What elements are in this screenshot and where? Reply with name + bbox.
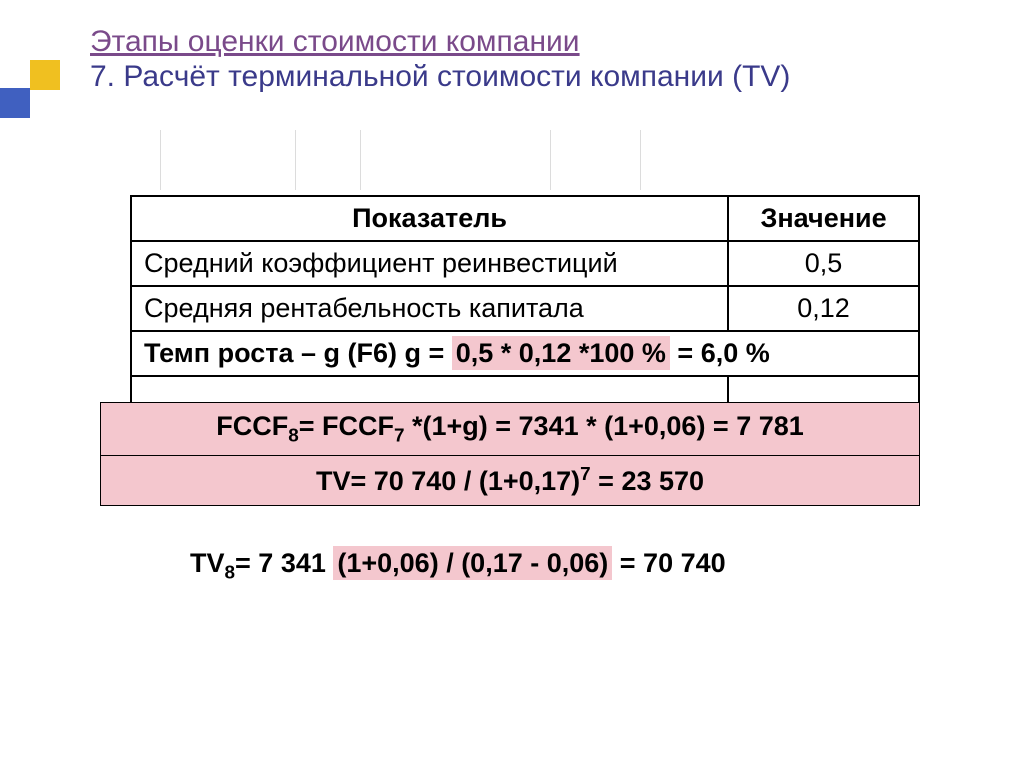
slide-decoration <box>0 60 60 120</box>
row-label: Средний коэффициент реинвестиций <box>131 241 728 286</box>
header-indicator: Показатель <box>131 196 728 241</box>
title-line1: Этапы оценки стоимости компании <box>90 25 580 58</box>
tv-bottom-suffix: = 70 740 <box>612 548 725 578</box>
row-value: 0,5 <box>728 241 919 286</box>
dec-square-blue <box>0 88 30 118</box>
title-rest: 7. Расчёт терминальной стоимости компани… <box>90 60 790 93</box>
row-value: 0,12 <box>728 286 919 331</box>
header-value: Значение <box>728 196 919 241</box>
tv-discount-formula-box: TV= 70 740 / (1+0,17)7 = 23 570 <box>100 455 920 506</box>
table-header-row: Показатель Значение <box>131 196 919 241</box>
growth-cell: Темп роста – g (F6) g = 0,5 * 0,12 *100 … <box>131 331 919 376</box>
dec-square-yellow <box>30 60 60 90</box>
tv-bottom-formula: TV8= 7 341 (1+0,06) / (0,17 - 0,06) = 70… <box>190 548 726 584</box>
growth-row: Темп роста – g (F6) g = 0,5 * 0,12 *100 … <box>131 331 919 376</box>
table-row: Средний коэффициент реинвестиций 0,5 <box>131 241 919 286</box>
row-label: Средняя рентабельность капитала <box>131 286 728 331</box>
growth-suffix: = 6,0 % <box>670 338 770 368</box>
faint-line <box>295 130 296 190</box>
table-row: Средняя рентабельность капитала 0,12 <box>131 286 919 331</box>
faint-line <box>360 130 361 190</box>
tv-bottom-prefix: TV8= 7 341 <box>190 548 333 578</box>
fccf-formula-box: FCCF8= FCCF7 *(1+g) = 7341 * (1+0,06) = … <box>100 402 920 456</box>
faint-line <box>550 130 551 190</box>
faint-line <box>640 130 641 190</box>
growth-highlight: 0,5 * 0,12 *100 % <box>452 336 670 370</box>
tv-bottom-highlight: (1+0,06) / (0,17 - 0,06) <box>333 546 612 580</box>
growth-prefix: Темп роста – g (F6) g = <box>144 338 452 368</box>
slide-title: Этапы оценки стоимости компании 7. Расчё… <box>90 25 910 95</box>
faint-line <box>160 130 161 190</box>
